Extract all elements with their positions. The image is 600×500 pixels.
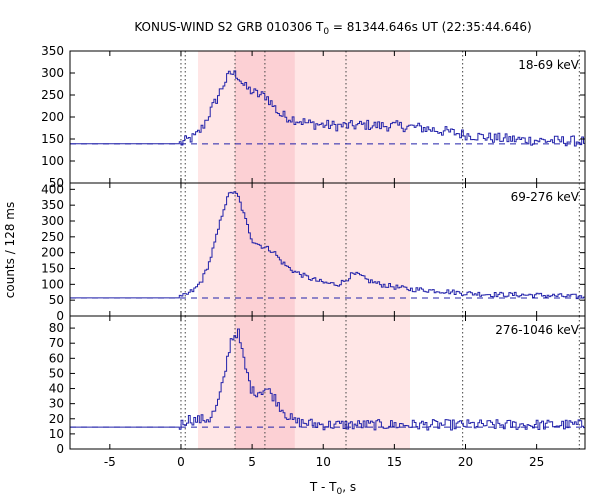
y-tick-label: 300 (41, 214, 64, 228)
y-tick-label: 50 (49, 366, 64, 380)
y-tick-label: 150 (41, 262, 64, 276)
x-tick-label: 15 (387, 455, 402, 469)
energy-band-label: 276-1046 keV (495, 323, 579, 337)
y-tick-label: 80 (49, 321, 64, 335)
panel-frame (69, 315, 586, 450)
light-curve-series (70, 191, 585, 300)
y-axis-label: counts / 128 ms (3, 202, 17, 298)
panel-1: 50 100 150 200 250 300 350 18-69 keV (41, 44, 586, 190)
energy-band-label: 18-69 keV (518, 58, 580, 72)
shaded-interval-1 (198, 316, 411, 449)
y-tick-label: 0 (56, 442, 64, 456)
y-tick-label: 300 (41, 66, 64, 80)
y-tick-label: 400 (41, 182, 64, 196)
chart-title: KONUS-WIND S2 GRB 010306 T0 = 81344.646s… (134, 20, 531, 37)
x-tick-label: 10 (316, 455, 331, 469)
light-curve-series (70, 70, 585, 147)
y-tick-label: 0 (56, 309, 64, 323)
y-tick-label: 350 (41, 44, 64, 58)
y-tick-label: 40 (49, 382, 64, 396)
y-tick-label: 350 (41, 198, 64, 212)
y-tick-label: 50 (49, 176, 64, 190)
y-tick-label: 100 (41, 277, 64, 291)
y-tick-label: 250 (41, 88, 64, 102)
light-curve-series (70, 328, 585, 431)
y-tick-label: 10 (49, 427, 64, 441)
x-tick-label: 0 (177, 455, 185, 469)
y-tick-label: 60 (49, 351, 64, 365)
y-tick-label: 200 (41, 246, 64, 260)
x-tick-label: 20 (458, 455, 473, 469)
shaded-interval-1 (198, 183, 411, 316)
y-tick-label: 30 (49, 397, 64, 411)
shaded-interval-2 (235, 183, 295, 316)
y-tick-label: 50 (49, 293, 64, 307)
y-tick-label: 150 (41, 132, 64, 146)
x-axis-label: T - T0, s (309, 480, 356, 497)
x-tick-label: 5 (248, 455, 256, 469)
x-tick-label: 25 (529, 455, 544, 469)
y-tick-label: 250 (41, 230, 64, 244)
y-tick-label: 70 (49, 336, 64, 350)
y-tick-label: 20 (49, 412, 64, 426)
x-tick-label: -5 (104, 455, 116, 469)
energy-band-label: 69-276 keV (511, 190, 580, 204)
shaded-interval-1 (198, 51, 411, 183)
y-tick-label: 200 (41, 110, 64, 124)
y-tick-label: 100 (41, 154, 64, 168)
